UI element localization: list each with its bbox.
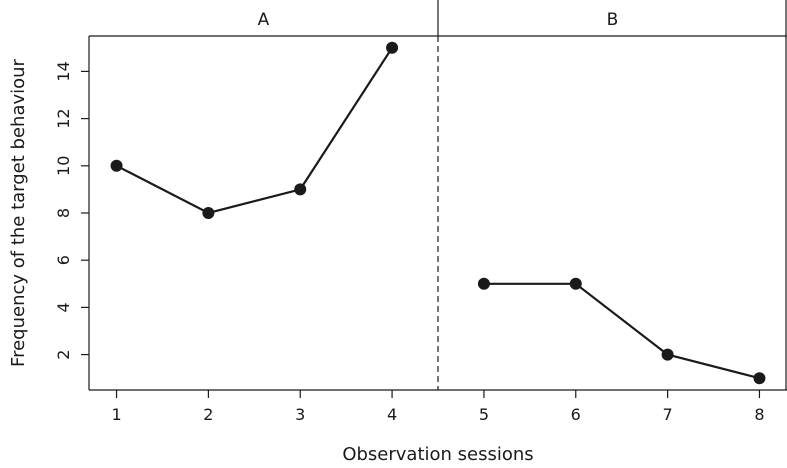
phase-label-b: B <box>607 10 619 30</box>
y-axis: 2 4 6 8 10 12 14 <box>54 61 89 359</box>
data-point <box>570 278 582 290</box>
y-tick-label: 6 <box>54 255 73 265</box>
data-point <box>111 160 123 172</box>
x-tick-label: 6 <box>571 405 581 424</box>
x-tick-label: 8 <box>754 405 764 424</box>
x-tick-label: 2 <box>203 405 213 424</box>
series-line-2 <box>484 284 760 378</box>
x-tick-label: 7 <box>663 405 673 424</box>
data-point <box>662 349 674 361</box>
data-point <box>478 278 490 290</box>
x-axis: 1 2 3 4 5 6 7 8 <box>111 390 764 424</box>
y-tick-label: 4 <box>54 302 73 312</box>
x-tick-label: 5 <box>479 405 489 424</box>
phase-label-a: A <box>258 10 270 30</box>
x-tick-label: 3 <box>295 405 305 424</box>
y-tick-label: 14 <box>54 61 73 81</box>
y-tick-label: 2 <box>54 350 73 360</box>
x-tick-label: 1 <box>111 405 121 424</box>
y-tick-label: 12 <box>54 108 73 128</box>
series-layer <box>111 42 766 384</box>
y-tick-label: 8 <box>54 208 73 218</box>
y-axis-title: Frequency of the target behaviour <box>8 58 29 367</box>
x-tick-label: 4 <box>387 405 397 424</box>
data-point <box>753 372 765 384</box>
data-point <box>202 207 214 219</box>
data-point <box>386 42 398 54</box>
data-point <box>294 183 306 195</box>
plot-frame <box>89 0 787 390</box>
series-line-1 <box>117 48 393 213</box>
x-axis-title: Observation sessions <box>342 444 533 465</box>
y-tick-label: 10 <box>54 156 73 176</box>
